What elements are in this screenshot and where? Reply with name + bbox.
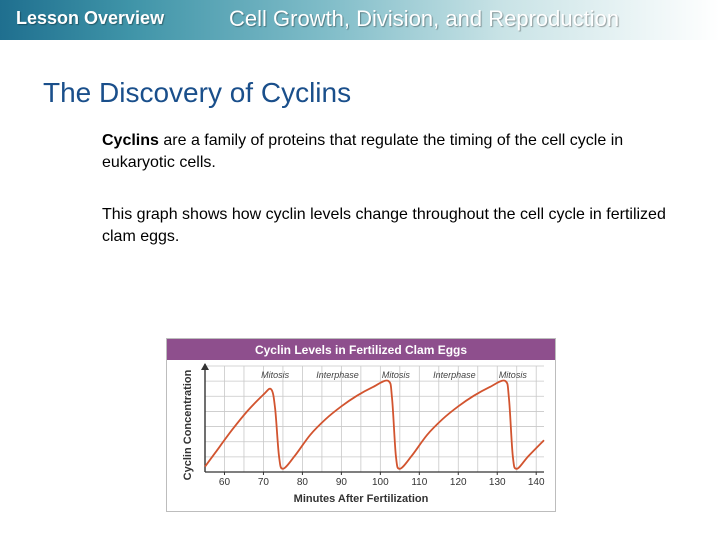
phase-label: Interphase — [433, 370, 476, 380]
x-tick-label: 90 — [336, 477, 348, 488]
cyclins-definition: Cyclins are a family of proteins that re… — [102, 130, 682, 174]
graph-description: This graph shows how cyclin levels chang… — [102, 206, 666, 245]
x-tick-label: 70 — [258, 477, 270, 488]
phase-label: Mitosis — [382, 370, 411, 380]
x-tick-labels: 60 70 80 90 100 110 120 130 140 — [219, 472, 545, 488]
cyclin-curve — [204, 379, 545, 470]
phase-labels: Mitosis Interphase Mitosis Interphase Mitosi… — [261, 370, 527, 380]
x-tick-label: 60 — [219, 477, 231, 488]
cyclins-definition-text: are a family of proteins that regulate t… — [102, 132, 624, 171]
phase-label: Mitosis — [261, 370, 290, 380]
slide-title: The Discovery of Cyclins — [43, 77, 352, 108]
x-tick-label: 110 — [411, 477, 427, 488]
cyclin-chart: Cyclin Levels in Fertilized Clam Eggs Mi… — [166, 338, 556, 512]
header-band: Lesson Overview Cell Growth, Division, a… — [0, 0, 720, 40]
chart-grid — [205, 365, 544, 473]
cyclins-term: Cyclins — [102, 132, 159, 149]
phase-label: Mitosis — [499, 370, 528, 380]
cyclin-chart-svg: Cyclin Levels in Fertilized Clam Eggs Mi… — [167, 339, 555, 505]
x-axis-label: Minutes After Fertilization — [294, 493, 429, 505]
chart-axes — [201, 363, 544, 473]
x-tick-label: 80 — [297, 477, 309, 488]
unit-title: Cell Growth, Division, and Reproduction — [229, 6, 620, 31]
phase-label: Interphase — [316, 370, 359, 380]
chart-title-banner — [167, 339, 555, 360]
y-axis-label: Cyclin Concentration — [182, 369, 194, 480]
y-axis-arrow — [201, 363, 209, 370]
x-tick-label: 140 — [528, 477, 545, 488]
lesson-label: Lesson Overview — [16, 8, 165, 28]
chart-title: Cyclin Levels in Fertilized Clam Eggs — [255, 343, 467, 357]
cyclin-curve-group — [204, 379, 545, 470]
x-tick-label: 130 — [489, 477, 506, 488]
x-tick-label: 120 — [450, 477, 467, 488]
x-tick-label: 100 — [372, 477, 389, 488]
